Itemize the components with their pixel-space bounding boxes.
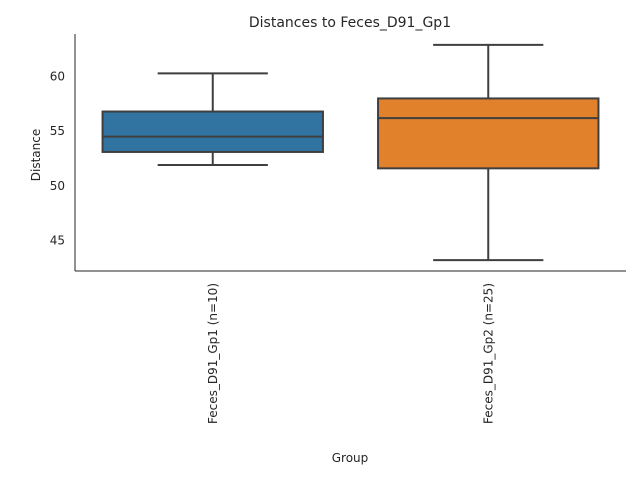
x-axis: Feces_D91_Gp1 (n=10) Feces_D91_Gp2 (n=25) — [206, 283, 496, 424]
x-tick-label: Feces_D91_Gp1 (n=10) — [206, 283, 220, 424]
x-tick-label: Feces_D91_Gp2 (n=25) — [481, 283, 495, 424]
y-tick-label: 45 — [50, 233, 65, 247]
box-iqr — [101, 110, 324, 153]
x-axis-label: Group — [332, 451, 369, 465]
y-tick-label: 55 — [50, 124, 65, 138]
y-axis-label: Distance — [29, 129, 43, 181]
box-iqr — [377, 97, 600, 170]
boxes-layer — [101, 43, 600, 262]
box-2 — [377, 43, 600, 262]
y-axis: 45 50 55 60 — [50, 70, 65, 248]
y-tick-label: 50 — [50, 179, 65, 193]
chart-title: Distances to Feces_D91_Gp1 — [249, 15, 451, 31]
y-tick-label: 60 — [50, 70, 65, 84]
box-1 — [101, 72, 324, 167]
